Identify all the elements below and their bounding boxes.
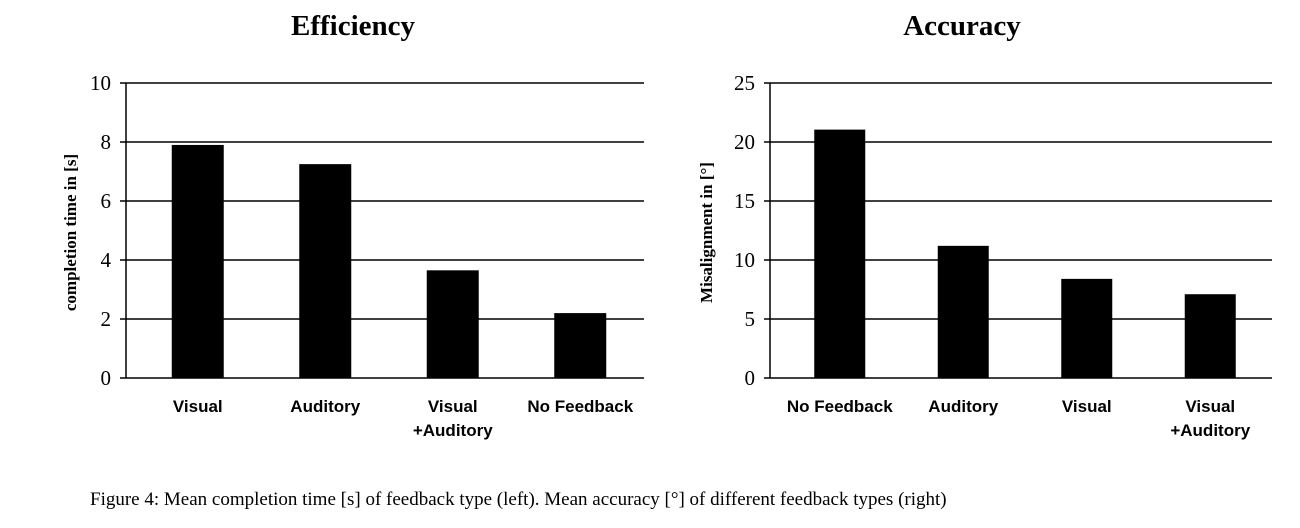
bar	[1061, 278, 1113, 378]
chart-title: Efficiency	[291, 10, 416, 42]
x-tick-label: No Feedback	[527, 397, 633, 416]
y-tick-label: 15	[734, 189, 755, 213]
bar	[171, 144, 224, 378]
bar	[554, 313, 607, 378]
y-tick-label: 10	[734, 248, 755, 272]
y-tick-label: 10	[90, 71, 111, 95]
bar	[426, 270, 479, 378]
y-tick-label: 6	[101, 189, 112, 213]
figure-caption: Figure 4: Mean completion time [s] of fe…	[90, 489, 947, 510]
bar	[299, 164, 352, 378]
y-tick-label: 0	[745, 366, 756, 390]
y-axis-label: completion time in [s]	[61, 154, 80, 311]
x-tick-label: Visual	[1062, 397, 1112, 416]
y-tick-label: 2	[101, 307, 112, 331]
x-tick-label: Auditory	[928, 397, 998, 416]
bar	[814, 129, 866, 378]
y-tick-label: 25	[734, 71, 755, 95]
bar	[937, 245, 989, 378]
chart-accuracy: Accuracy Misalignment in [°] 0 5 10 15 20 25 No …	[697, 10, 1272, 440]
chart-title: Accuracy	[903, 10, 1021, 42]
x-tick-label: Auditory	[290, 397, 360, 416]
y-tick-label: 8	[101, 130, 112, 154]
bar	[1184, 294, 1236, 378]
figure: Efficiency completion time in [s] 0 2 4 6 8 10 V…	[61, 10, 1272, 440]
y-tick-label: 0	[101, 366, 112, 390]
y-tick-label: 4	[101, 248, 112, 272]
x-tick-label: Visual +Auditory	[1170, 397, 1250, 440]
x-tick-label: Visual +Auditory	[413, 397, 493, 440]
chart-efficiency: Efficiency completion time in [s] 0 2 4 6 8 10 V…	[61, 10, 644, 440]
y-tick-label: 5	[745, 307, 756, 331]
x-tick-label: Visual	[173, 397, 223, 416]
x-tick-label: No Feedback	[787, 397, 893, 416]
y-axis-label: Misalignment in [°]	[697, 162, 716, 303]
y-tick-label: 20	[734, 130, 755, 154]
